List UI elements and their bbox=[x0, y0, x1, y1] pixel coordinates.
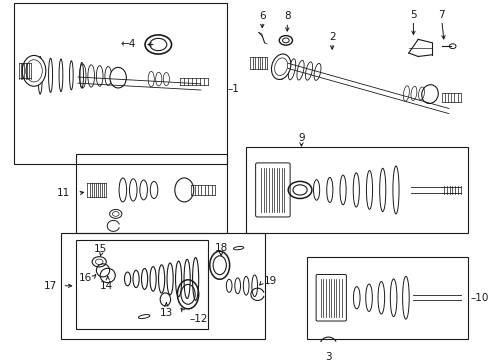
Text: 13: 13 bbox=[160, 308, 173, 318]
Bar bbox=[76, 154, 226, 233]
Text: 19: 19 bbox=[263, 276, 276, 286]
Text: 14: 14 bbox=[100, 281, 113, 291]
Text: 2: 2 bbox=[328, 32, 335, 42]
Ellipse shape bbox=[421, 85, 437, 104]
Ellipse shape bbox=[110, 67, 126, 88]
Text: 9: 9 bbox=[298, 133, 304, 143]
Text: 7: 7 bbox=[438, 10, 444, 20]
Text: 11: 11 bbox=[57, 188, 70, 198]
Bar bbox=[76, 239, 207, 329]
Bar bbox=[61, 233, 264, 339]
Ellipse shape bbox=[175, 178, 193, 202]
Text: 17: 17 bbox=[43, 281, 57, 291]
Text: 3: 3 bbox=[325, 352, 331, 360]
Text: 16: 16 bbox=[79, 273, 92, 283]
Text: 15: 15 bbox=[94, 244, 107, 254]
Text: –12: –12 bbox=[189, 314, 207, 324]
Text: ←4: ←4 bbox=[120, 39, 135, 49]
Text: 18: 18 bbox=[214, 243, 227, 253]
Text: –10: –10 bbox=[469, 293, 488, 303]
Bar bbox=[306, 257, 467, 339]
Bar bbox=[14, 4, 226, 164]
Ellipse shape bbox=[22, 55, 46, 86]
Text: 5: 5 bbox=[409, 10, 416, 20]
Text: 6: 6 bbox=[259, 10, 265, 21]
Ellipse shape bbox=[271, 54, 290, 80]
Bar bbox=[245, 147, 467, 233]
Text: –1: –1 bbox=[227, 84, 239, 94]
Text: 8: 8 bbox=[284, 11, 290, 21]
